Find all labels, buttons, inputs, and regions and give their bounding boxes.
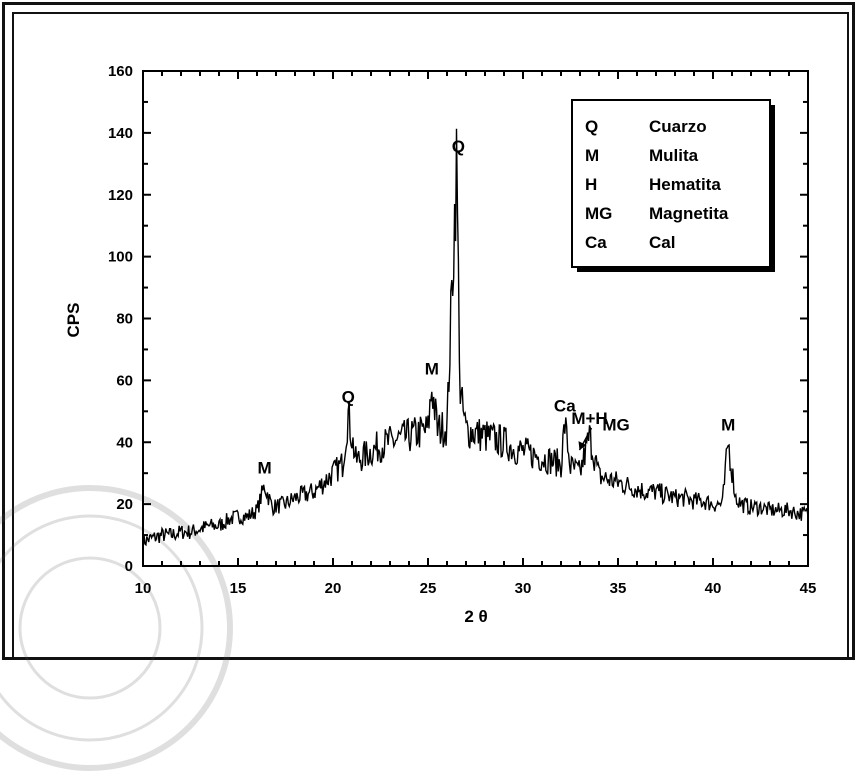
inner-frame <box>12 12 849 658</box>
y-tick-label: 20 <box>116 496 133 513</box>
x-tick-label: 30 <box>515 580 532 597</box>
peak-label: Q <box>452 137 465 156</box>
peak-label: Q <box>342 387 355 406</box>
legend-name: Hematita <box>649 175 721 194</box>
series-line-group <box>142 128 809 550</box>
y-axis-title: CPS <box>64 303 83 338</box>
x-tick-label: 10 <box>135 580 152 597</box>
x-tick-label: 45 <box>800 580 817 597</box>
x-axis-title: 2 θ <box>464 607 487 626</box>
peak-label: M <box>425 360 439 379</box>
legend-code: MG <box>585 204 612 223</box>
x-tick-label: 20 <box>325 580 342 597</box>
legend-name: Magnetita <box>649 204 729 223</box>
peak-label: Ca <box>554 397 576 416</box>
legend-name: Mulita <box>649 146 699 165</box>
legend-name: Cuarzo <box>649 117 707 136</box>
y-tick-label: 60 <box>116 372 133 389</box>
outer-frame <box>2 2 855 660</box>
x-tick-label: 40 <box>705 580 722 597</box>
axis-ticks <box>142 70 809 567</box>
legend-code: H <box>585 175 597 194</box>
peak-label: M+H <box>571 409 607 428</box>
x-tick-label: 35 <box>610 580 627 597</box>
y-tick-label: 120 <box>108 187 133 204</box>
legend-code: Q <box>585 117 598 136</box>
legend-code: Ca <box>585 233 607 252</box>
tick-labels: 10 15 20 25 30 35 40 45 0 20 40 60 80 100 120 140 160 <box>108 63 816 597</box>
peak-label: M <box>721 415 735 434</box>
y-tick-label: 40 <box>116 434 133 451</box>
legend-box <box>571 99 771 268</box>
y-tick-label: 140 <box>108 125 133 142</box>
y-tick-label: 100 <box>108 249 133 266</box>
y-tick-label: 0 <box>125 558 133 575</box>
peak-label: M <box>258 459 272 478</box>
legend: Q Cuarzo M Mulita H Hematita MG Magnetita Ca Cal <box>571 99 775 272</box>
y-tick-label: 80 <box>116 311 133 328</box>
series-line <box>142 128 809 550</box>
x-tick-label: 25 <box>420 580 437 597</box>
legend-code: M <box>585 146 599 165</box>
peak-label: MG <box>602 415 629 434</box>
legend-name: Cal <box>649 233 675 252</box>
x-tick-label: 15 <box>230 580 247 597</box>
y-tick-label: 160 <box>108 63 133 80</box>
mh-arrowhead <box>578 441 587 451</box>
